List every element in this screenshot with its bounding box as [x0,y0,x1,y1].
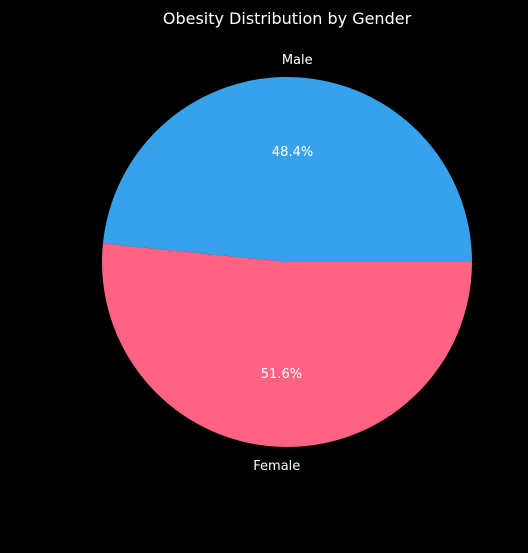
percent-label-female: 51.6% [261,367,302,382]
pie-slices [101,77,473,448]
pie-slice-male [102,77,473,262]
pie-slice-female [101,243,472,448]
pie-labels: Male 48.4% Female 51.6% [253,53,313,474]
slice-label-female: Female [253,459,300,474]
percent-label-male: 48.4% [272,145,313,160]
slice-label-male: Male [282,53,313,68]
chart-title: Obesity Distribution by Gender [163,9,412,28]
